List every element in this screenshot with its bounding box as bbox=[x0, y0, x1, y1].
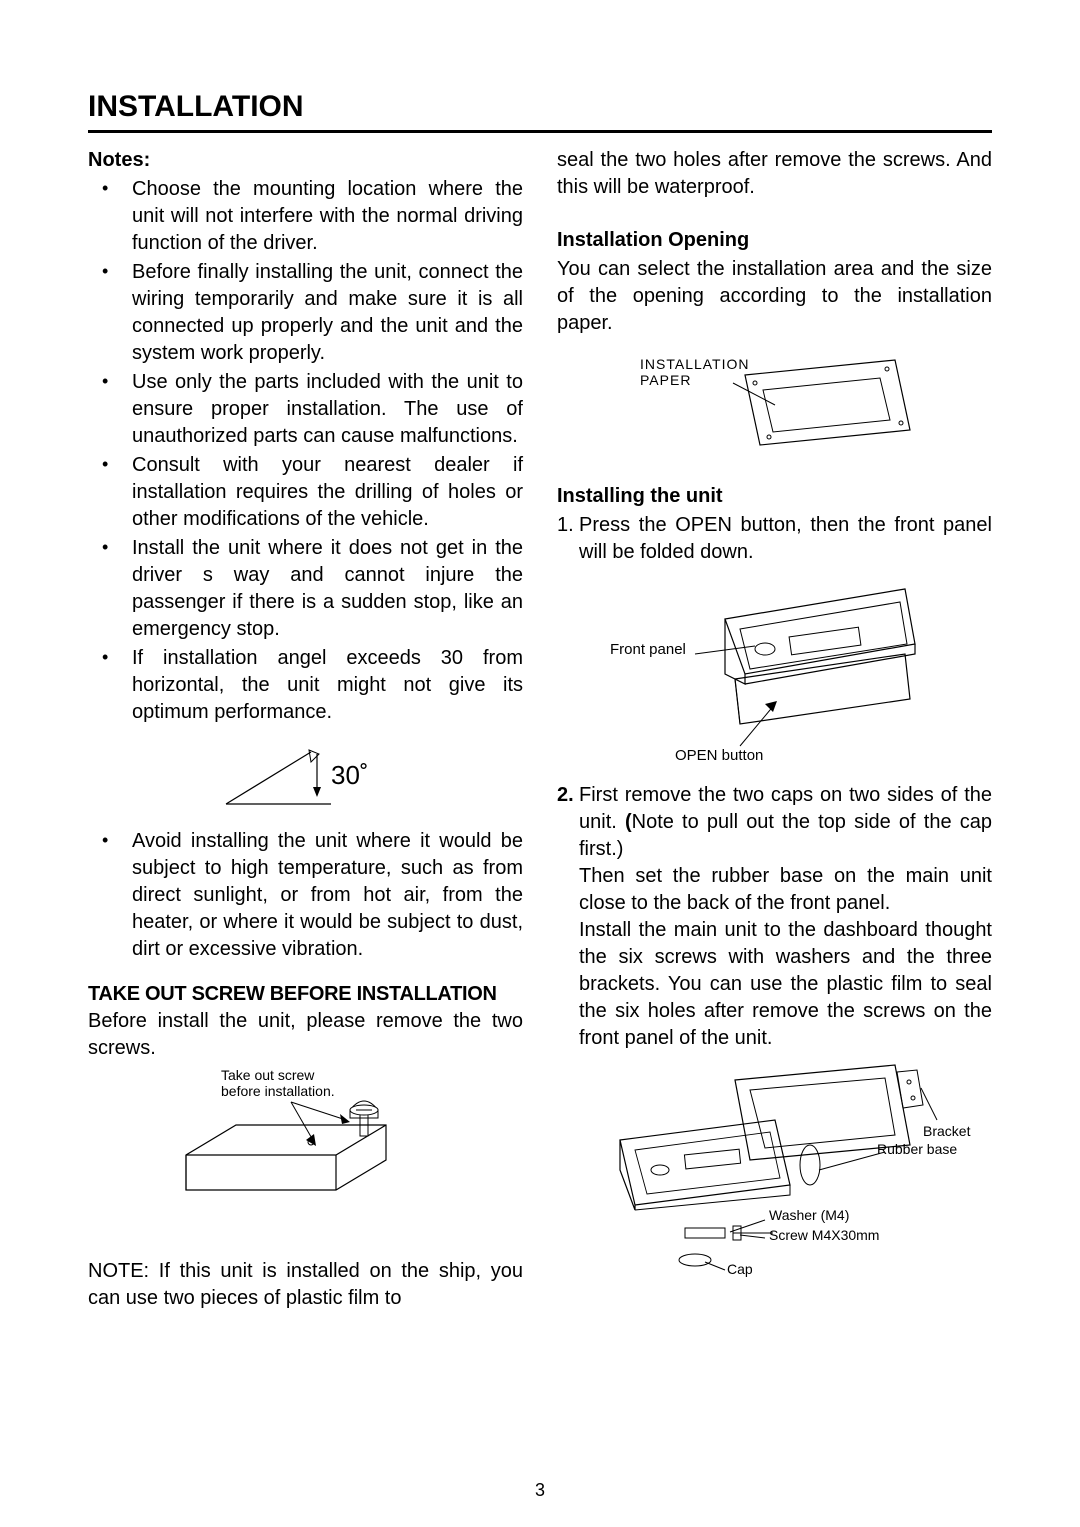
note-ship: NOTE: If this unit is installed on the s… bbox=[88, 1258, 523, 1312]
screw-caption-1: Take out screw bbox=[221, 1070, 315, 1083]
step-2-line1: First remove the two caps on two sides o… bbox=[579, 784, 992, 860]
step-text: Press the OPEN button, then the front pa… bbox=[579, 514, 992, 563]
right-column: seal the two holes after remove the scre… bbox=[557, 147, 992, 1316]
list-item: Install the unit where it does not get i… bbox=[88, 535, 523, 643]
rubber-base-label: Rubber base bbox=[877, 1141, 957, 1157]
angle-label: 30˚ bbox=[331, 760, 369, 790]
front-panel-label: Front panel bbox=[610, 641, 686, 658]
page-number: 3 bbox=[0, 1480, 1080, 1501]
step-2-line2: Then set the rubber base on the main uni… bbox=[579, 863, 992, 917]
section-title: INSTALLATION bbox=[88, 90, 992, 124]
cap-label: Cap bbox=[727, 1261, 753, 1277]
screw-figure: Take out screw before installation. bbox=[88, 1070, 523, 1248]
screw-caption-2: before installation. bbox=[221, 1083, 335, 1099]
paper-label-1: INSTALLATION bbox=[640, 356, 750, 372]
list-item: Consult with your nearest dealer if inst… bbox=[88, 452, 523, 533]
washer-label: Washer (M4) bbox=[769, 1207, 849, 1223]
take-out-screw-heading: TAKE OUT SCREW BEFORE INSTALLATION bbox=[88, 981, 523, 1008]
step-number: 2. bbox=[557, 782, 574, 809]
installation-paper-figure: INSTALLATION PAPER bbox=[557, 345, 992, 473]
title-rule bbox=[88, 130, 992, 133]
notes-list-2: Avoid installing the unit where it would… bbox=[88, 828, 523, 963]
notes-heading: Notes: bbox=[88, 147, 523, 174]
step-1: 1. Press the OPEN button, then the front… bbox=[557, 512, 992, 566]
list-item: If installation angel exceeds 30 from ho… bbox=[88, 645, 523, 726]
left-column: Notes: Choose the mounting location wher… bbox=[88, 147, 523, 1316]
screw-label: Screw M4X30mm bbox=[769, 1227, 879, 1243]
seal-text: seal the two holes after remove the scre… bbox=[557, 147, 992, 201]
step-number: 1. bbox=[557, 512, 574, 539]
install-exploded-figure: Bracket Rubber base Washer (M4) Screw M4… bbox=[557, 1060, 992, 1288]
open-button-label: OPEN button bbox=[675, 747, 763, 764]
open-button-figure: Front panel OPEN button bbox=[557, 574, 992, 772]
angle-figure: 30˚ bbox=[88, 734, 523, 822]
notes-list: Choose the mounting location where the u… bbox=[88, 176, 523, 726]
list-item: Use only the parts included with the uni… bbox=[88, 369, 523, 450]
installing-unit-heading: Installing the unit bbox=[557, 483, 992, 510]
list-item: Choose the mounting location where the u… bbox=[88, 176, 523, 257]
installation-opening-text: You can select the installation area and… bbox=[557, 256, 992, 337]
step-2-line3: Install the main unit to the dashboard t… bbox=[579, 917, 992, 1052]
list-item: Avoid installing the unit where it would… bbox=[88, 828, 523, 963]
two-column-body: Notes: Choose the mounting location wher… bbox=[88, 147, 992, 1316]
bracket-label: Bracket bbox=[923, 1123, 971, 1139]
installation-opening-heading: Installation Opening bbox=[557, 227, 992, 254]
list-item: Before finally installing the unit, conn… bbox=[88, 259, 523, 367]
paper-label-2: PAPER bbox=[640, 372, 691, 388]
step-2: 2. First remove the two caps on two side… bbox=[557, 782, 992, 1052]
take-out-screw-text: Before install the unit, please remove t… bbox=[88, 1008, 523, 1062]
